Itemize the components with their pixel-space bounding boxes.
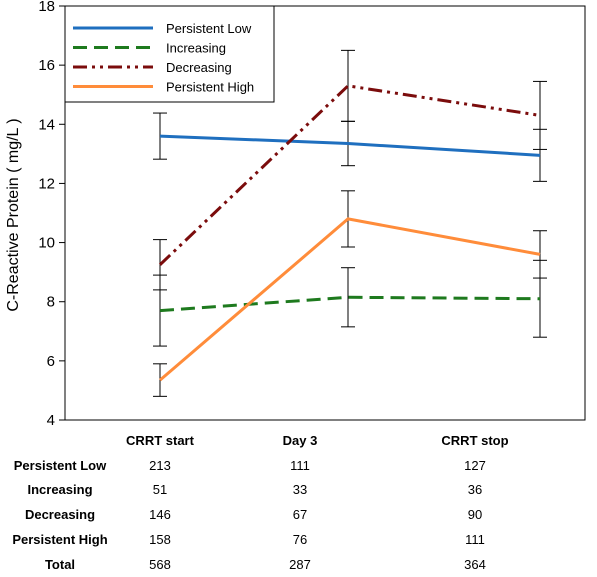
column-header: CRRT start <box>126 432 194 448</box>
plot-area-frame <box>64 5 586 421</box>
table-cell: 127 <box>464 457 486 473</box>
table-cell: 287 <box>289 556 311 572</box>
table-cell: 90 <box>467 507 483 523</box>
y-tick-label: 16 <box>38 57 55 74</box>
table-row: Decreasing 146 67 90 <box>0 502 597 527</box>
y-tick-label: 18 <box>38 0 55 15</box>
table-cell: 111 <box>290 457 310 473</box>
table-cell: 364 <box>464 556 486 572</box>
series-persistent-high <box>153 190 547 397</box>
y-tick-label: 4 <box>47 412 55 429</box>
legend-label: Persistent High <box>166 80 254 95</box>
legend-label: Decreasing <box>166 60 232 75</box>
table-cell: 158 <box>149 532 171 548</box>
row-label: Persistent Low <box>13 457 107 473</box>
series-persistent-low <box>153 112 547 182</box>
table-cell: 146 <box>149 507 171 523</box>
row-label: Decreasing <box>24 507 96 523</box>
y-tick-label: 6 <box>47 353 55 370</box>
sample-count-table: CRRT start Day 3 CRRT stop Persistent Lo… <box>0 428 597 577</box>
table-cell: 67 <box>292 507 308 523</box>
table-corner <box>0 428 120 453</box>
series-line <box>159 217 541 382</box>
series-line <box>158 84 541 266</box>
table-cell: 36 <box>467 482 483 498</box>
table-cell: 33 <box>292 482 308 498</box>
table-row: Persistent Low 213 111 127 <box>0 453 597 478</box>
y-tick-label: 14 <box>38 116 55 133</box>
series-line <box>159 295 541 313</box>
legend-label: Persistent Low <box>166 21 252 36</box>
row-label: Increasing <box>27 482 93 498</box>
y-tick-label: 10 <box>38 235 55 252</box>
table-cell: 111 <box>465 532 485 548</box>
table-row: Increasing 51 33 36 <box>0 478 597 503</box>
line-chart: C-Reactive Protein ( mg/L ) 4 6 8 10 12 14 16 1… <box>5 0 586 429</box>
series-line <box>159 134 541 157</box>
table-header-row: CRRT start Day 3 CRRT stop <box>0 428 597 453</box>
y-axis-label: C-Reactive Protein ( mg/L ) <box>5 118 22 311</box>
legend-label: Increasing <box>166 41 226 56</box>
series-increasing <box>153 259 547 347</box>
row-label: Persistent High <box>12 532 108 548</box>
table-cell: 568 <box>149 556 171 572</box>
y-tick-label: 8 <box>47 294 55 311</box>
column-header: Day 3 <box>282 432 318 448</box>
table-row: Persistent High 158 76 111 <box>0 527 597 552</box>
row-label: Total <box>44 556 76 572</box>
table-cell: 51 <box>152 482 168 498</box>
table-cell: 213 <box>149 457 171 473</box>
table-cell: 76 <box>292 532 308 548</box>
column-header: CRRT stop <box>441 432 509 448</box>
y-tick-label: 12 <box>38 175 55 192</box>
series-decreasing <box>153 49 547 291</box>
table-row: Total 568 287 364 <box>0 552 597 577</box>
